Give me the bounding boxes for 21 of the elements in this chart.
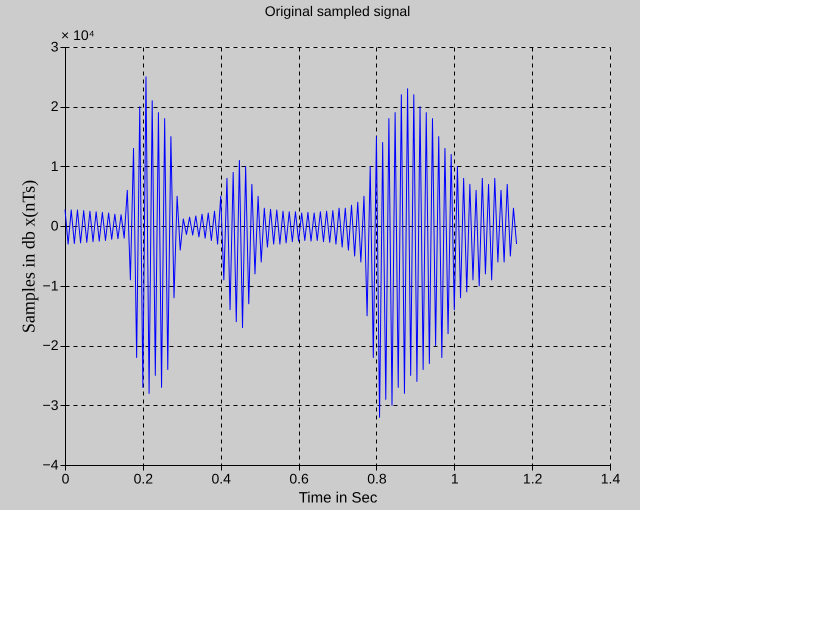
y-tick-label: −4 <box>42 456 59 472</box>
y-tick-label: −1 <box>42 277 59 294</box>
x-tick-label: 1.4 <box>600 470 620 486</box>
text: × 10⁴ <box>61 27 95 43</box>
x-tick-label: 0.2 <box>134 470 154 486</box>
y-tick-label: −2 <box>42 337 59 354</box>
x-tick-label: 0.4 <box>211 470 232 486</box>
y-tick-label: 0 <box>50 218 59 234</box>
chart-title: Original sampled signal <box>264 3 410 19</box>
x-tick-label: 0 <box>62 470 70 486</box>
y-tick-label: 3 <box>50 38 59 54</box>
line-series <box>64 76 518 418</box>
x-tick-label: 1 <box>450 470 459 486</box>
y-tick-label: 1 <box>50 158 59 174</box>
y-tick-label: 2 <box>50 98 59 114</box>
x-tick-label: 1.2 <box>522 470 543 486</box>
x-axis-title: Time in Sec <box>298 490 378 506</box>
y-axis-title: Samples in db x(nTs) <box>18 180 39 334</box>
y-tick-label: −3 <box>42 396 59 413</box>
x-tick-label: 0.6 <box>289 470 310 486</box>
x-tick-label: 0.8 <box>367 470 387 486</box>
